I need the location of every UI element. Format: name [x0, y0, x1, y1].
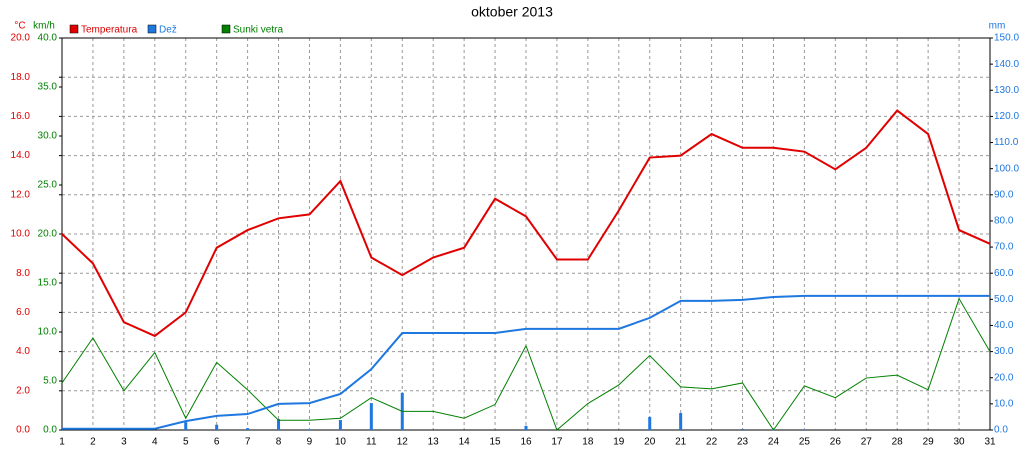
x-tick-label: 12	[397, 437, 409, 448]
x-tick-label: 5	[183, 437, 189, 448]
tick-label: 70.0	[994, 242, 1014, 253]
x-tick-label: 11	[366, 437, 377, 448]
tick-label: 20.0	[38, 229, 58, 240]
tick-label: 16.0	[11, 111, 31, 122]
x-tick-label: 22	[706, 437, 718, 448]
tick-label: 150.0	[994, 33, 1019, 44]
x-tick-label: 26	[830, 437, 842, 448]
x-tick-label: 2	[90, 437, 96, 448]
x-tick-label: 19	[613, 437, 625, 448]
tick-label: 40.0	[994, 320, 1014, 331]
x-tick-label: 13	[428, 437, 440, 448]
legend-swatch	[221, 24, 231, 34]
x-tick-label: 20	[644, 437, 656, 448]
tick-label: 30.0	[994, 346, 1014, 357]
rain-bar	[741, 428, 745, 430]
tick-label: 40.0	[38, 33, 58, 44]
rain-bar	[679, 413, 683, 430]
x-tick-label: 9	[307, 437, 313, 448]
tick-label: 0.0	[16, 425, 30, 436]
tick-label: 12.0	[11, 189, 31, 200]
tick-label: 20.0	[11, 33, 31, 44]
rain-bar	[648, 416, 652, 430]
series-line	[62, 294, 990, 430]
tick-label: 50.0	[994, 294, 1014, 305]
tick-label: 110.0	[994, 137, 1019, 148]
series-line	[61, 109, 991, 338]
x-tick-label: 3	[121, 437, 127, 448]
tick-label: 8.0	[16, 268, 30, 279]
rain-bar	[215, 424, 219, 430]
x-tick-label: 1	[59, 437, 65, 448]
tick-label: 0.0	[43, 425, 57, 436]
tick-label: 14.0	[11, 150, 31, 161]
x-tick-label: 8	[276, 437, 282, 448]
x-tick-label: 10	[335, 437, 347, 448]
tick-label: 4.0	[16, 346, 30, 357]
tick-label: 60.0	[994, 268, 1014, 279]
axis-label: °C	[14, 21, 25, 32]
x-tick-label: 18	[582, 437, 594, 448]
legend-label: Sunki vetra	[233, 25, 283, 36]
tick-label: 0.0	[994, 425, 1008, 436]
legend-label: Temperatura	[81, 25, 138, 36]
tick-label: 2.0	[16, 385, 30, 396]
tick-label: 15.0	[38, 278, 58, 289]
tick-label: 6.0	[16, 307, 30, 318]
x-tick-label: 25	[799, 437, 811, 448]
series-line	[61, 297, 991, 431]
rain-bar	[307, 429, 311, 430]
tick-label: 120.0	[994, 111, 1019, 122]
rain-bar	[277, 419, 281, 430]
x-tick-label: 24	[768, 437, 780, 448]
x-tick-label: 30	[954, 437, 966, 448]
axis-label: km/h	[33, 21, 55, 32]
x-tick-label: 15	[490, 437, 502, 448]
tick-label: 140.0	[994, 59, 1019, 70]
tick-label: 30.0	[38, 131, 58, 142]
axis-label: mm	[989, 21, 1006, 32]
tick-label: 130.0	[994, 85, 1019, 96]
tick-label: 35.0	[38, 82, 58, 93]
tick-label: 10.0	[38, 327, 58, 338]
x-tick-label: 14	[459, 437, 471, 448]
x-tick-label: 28	[892, 437, 904, 448]
tick-label: 100.0	[994, 163, 1019, 174]
rain-bar	[184, 422, 188, 430]
legend-label: Dež	[159, 25, 177, 36]
x-tick-label: 6	[214, 437, 220, 448]
x-tick-label: 29	[923, 437, 935, 448]
legend-swatch	[69, 24, 79, 34]
tick-label: 18.0	[11, 72, 31, 83]
tick-label: 20.0	[994, 372, 1014, 383]
x-tick-label: 4	[152, 437, 158, 448]
tick-label: 10.0	[11, 229, 31, 240]
rain-bar	[802, 429, 806, 430]
tick-label: 90.0	[994, 189, 1014, 200]
tick-label: 5.0	[43, 376, 57, 387]
rain-bar	[338, 420, 342, 430]
rain-bar	[369, 403, 373, 430]
legend-swatch	[147, 24, 157, 34]
x-tick-label: 17	[551, 437, 563, 448]
tick-label: 10.0	[994, 399, 1014, 410]
rain-bar	[524, 425, 528, 430]
x-tick-label: 7	[245, 437, 251, 448]
chart-title: oktober 2013	[471, 4, 553, 20]
x-tick-label: 31	[984, 437, 996, 448]
x-tick-label: 21	[675, 437, 687, 448]
tick-label: 80.0	[994, 216, 1014, 227]
rain-bar	[246, 428, 250, 430]
tick-label: 25.0	[38, 180, 58, 191]
x-tick-label: 27	[861, 437, 873, 448]
x-tick-label: 16	[520, 437, 532, 448]
x-tick-label: 23	[737, 437, 749, 448]
